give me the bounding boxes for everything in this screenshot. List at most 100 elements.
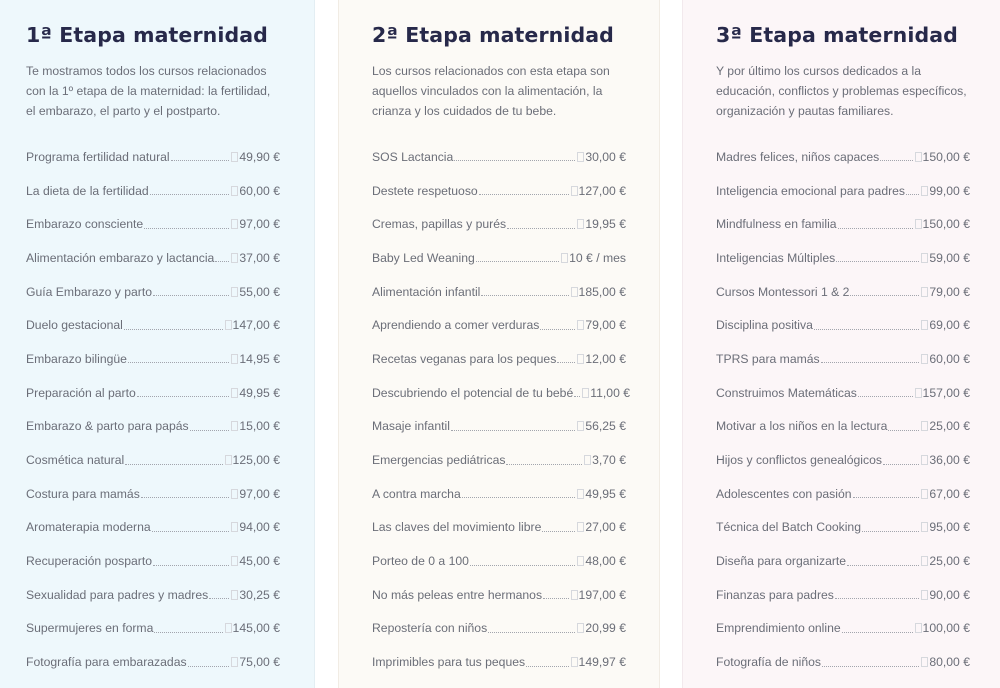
course-name-link[interactable]: Técnica del Batch Cooking xyxy=(716,520,861,535)
course-name-link[interactable]: Finanzas para padres xyxy=(716,587,834,602)
course-item[interactable]: Duelo gestacional 147,00 € xyxy=(26,308,280,342)
course-item[interactable]: Disciplina positiva 69,00 € xyxy=(716,308,970,342)
course-name-link[interactable]: Emergencias pediátricas xyxy=(372,453,506,468)
course-name-link[interactable]: Diseña para organizarte xyxy=(716,554,847,569)
course-item[interactable]: Alimentación infantil 185,00 € xyxy=(372,275,626,309)
course-name-link[interactable]: Las claves del movimiento libre xyxy=(372,520,542,535)
course-name-link[interactable]: Guía Embarazo y parto xyxy=(26,284,152,299)
course-name-link[interactable]: Costura para mamás xyxy=(26,486,140,501)
course-item[interactable]: Sexualidad para padres y madres 30,25 € xyxy=(26,578,280,612)
course-name-link[interactable]: Cosmética natural xyxy=(26,453,125,468)
course-list: SOS Lactancia 30,00 € Destete respetuoso 12… xyxy=(372,140,630,679)
course-name-link[interactable]: Baby Led Weaning xyxy=(372,250,475,265)
course-name-link[interactable]: Destete respetuoso xyxy=(372,183,478,198)
course-name-link[interactable]: Motivar a los niños en la lectura xyxy=(716,419,888,434)
course-item[interactable]: Emprendimiento online 100,00 € xyxy=(716,612,970,646)
course-item[interactable]: Alimentación embarazo y lactancia 37,00 € xyxy=(26,241,280,275)
course-item[interactable]: Recuperación posparto 45,00 € xyxy=(26,544,280,578)
course-name-link[interactable]: Sexualidad para padres y madres xyxy=(26,587,209,602)
course-name-link[interactable]: Cremas, papillas y purés xyxy=(372,217,507,232)
course-name-link[interactable]: Hijos y conflictos genealógicos xyxy=(716,453,882,468)
course-name-link[interactable]: Alimentación embarazo y lactancia xyxy=(26,250,215,265)
course-name-link[interactable]: Recetas veganas para los peques xyxy=(372,351,557,366)
course-item[interactable]: Hijos y conflictos genealógicos 36,00 € xyxy=(716,443,970,477)
dotted-leader xyxy=(488,631,576,633)
course-item[interactable]: Masaje infantil 56,25 € xyxy=(372,410,626,444)
course-item[interactable]: Mindfulness en familia 150,00 € xyxy=(716,207,970,241)
course-item[interactable]: Diseña para organizarte 25,00 € xyxy=(716,544,970,578)
course-name-link[interactable]: Imprimibles para tus peques xyxy=(372,655,526,670)
course-item[interactable]: Repostería con niños 20,99 € xyxy=(372,612,626,646)
course-item[interactable]: La dieta de la fertilidad 60,00 € xyxy=(26,174,280,208)
course-name-link[interactable]: Adolescentes con pasión xyxy=(716,486,852,501)
course-name-link[interactable]: Disciplina positiva xyxy=(716,318,813,333)
course-item[interactable]: Fotografía de niños 80,00 € xyxy=(716,645,970,679)
course-item[interactable]: Adolescentes con pasión 67,00 € xyxy=(716,477,970,511)
course-item[interactable]: Las claves del movimiento libre 27,00 € xyxy=(372,511,626,545)
course-item[interactable]: Fotografía para embarazadas 75,00 € xyxy=(26,645,280,679)
course-name-link[interactable]: Porteo de 0 a 100 xyxy=(372,554,469,569)
course-item[interactable]: Inteligencias Múltiples 59,00 € xyxy=(716,241,970,275)
course-name-link[interactable]: Alimentación infantil xyxy=(372,284,481,299)
course-item[interactable]: Aromaterapia moderna 94,00 € xyxy=(26,511,280,545)
course-name-link[interactable]: Inteligencias Múltiples xyxy=(716,250,836,265)
course-name-link[interactable]: Fotografía de niños xyxy=(716,655,822,670)
course-name-link[interactable]: TPRS para mamás xyxy=(716,351,820,366)
course-name-link[interactable]: La dieta de la fertilidad xyxy=(26,183,149,198)
course-item[interactable]: Cursos Montessori 1 & 2 79,00 € xyxy=(716,275,970,309)
course-name-link[interactable]: No más peleas entre hermanos xyxy=(372,587,543,602)
course-item[interactable]: Madres felices, niños capaces 150,00 € xyxy=(716,140,970,174)
course-name-link[interactable]: Descubriendo el potencial de tu bebé xyxy=(372,385,574,400)
course-item[interactable]: Embarazo bilingüe 14,95 € xyxy=(26,342,280,376)
course-item[interactable]: Porteo de 0 a 100 48,00 € xyxy=(372,544,626,578)
course-name-link[interactable]: Inteligencia emocional para padres xyxy=(716,183,906,198)
stage-column-3: 3ª Etapa maternidad Y por último los cur… xyxy=(682,0,1000,688)
course-item[interactable]: Construimos Matemáticas 157,00 € xyxy=(716,376,970,410)
course-name-link[interactable]: Aprendiendo a comer verduras xyxy=(372,318,540,333)
course-item[interactable]: Embarazo & parto para papás 15,00 € xyxy=(26,410,280,444)
course-item[interactable]: Inteligencia emocional para padres 99,00 … xyxy=(716,174,970,208)
course-item[interactable]: Imprimibles para tus peques 149,97 € xyxy=(372,645,626,679)
course-item[interactable]: Técnica del Batch Cooking 95,00 € xyxy=(716,511,970,545)
course-item[interactable]: No más peleas entre hermanos 197,00 € xyxy=(372,578,626,612)
course-item[interactable]: Baby Led Weaning 10 € / mes xyxy=(372,241,626,275)
course-item[interactable]: Cosmética natural 125,00 € xyxy=(26,443,280,477)
course-name-link[interactable]: Recuperación posparto xyxy=(26,554,153,569)
course-item[interactable]: Supermujeres en forma 145,00 € xyxy=(26,612,280,646)
course-name-link[interactable]: SOS Lactancia xyxy=(372,149,454,164)
course-item[interactable]: Emergencias pediátricas 3,70 € xyxy=(372,443,626,477)
course-item[interactable]: Finanzas para padres 90,00 € xyxy=(716,578,970,612)
course-item[interactable]: SOS Lactancia 30,00 € xyxy=(372,140,626,174)
course-name-link[interactable]: Mindfulness en familia xyxy=(716,217,837,232)
course-name-link[interactable]: Embarazo bilingüe xyxy=(26,351,127,366)
course-name-link[interactable]: A contra marcha xyxy=(372,486,461,501)
course-name-link[interactable]: Duelo gestacional xyxy=(26,318,123,333)
course-name-link[interactable]: Construimos Matemáticas xyxy=(716,385,857,400)
course-item[interactable]: Guía Embarazo y parto 55,00 € xyxy=(26,275,280,309)
course-item[interactable]: Preparación al parto 49,95 € xyxy=(26,376,280,410)
course-item[interactable]: Recetas veganas para los peques 12,00 € xyxy=(372,342,626,376)
course-item[interactable]: Costura para mamás 97,00 € xyxy=(26,477,280,511)
course-item[interactable]: Embarazo consciente 97,00 € xyxy=(26,207,280,241)
course-name-link[interactable]: Emprendimiento online xyxy=(716,621,841,636)
course-name-link[interactable]: Embarazo consciente xyxy=(26,217,144,232)
course-name-link[interactable]: Preparación al parto xyxy=(26,385,136,400)
course-name-link[interactable]: Masaje infantil xyxy=(372,419,450,434)
course-item[interactable]: TPRS para mamás 60,00 € xyxy=(716,342,970,376)
course-item[interactable]: Programa fertilidad natural 49,90 € xyxy=(26,140,280,174)
course-item[interactable]: Cremas, papillas y purés 19,95 € xyxy=(372,207,626,241)
course-name-link[interactable]: Programa fertilidad natural xyxy=(26,149,170,164)
course-item[interactable]: Motivar a los niños en la lectura 25,00 € xyxy=(716,410,970,444)
course-item[interactable]: A contra marcha 49,95 € xyxy=(372,477,626,511)
course-name-link[interactable]: Embarazo & parto para papás xyxy=(26,419,189,434)
course-name-link[interactable]: Cursos Montessori 1 & 2 xyxy=(716,284,850,299)
course-name-link[interactable]: Madres felices, niños capaces xyxy=(716,149,880,164)
course-name-link[interactable]: Aromaterapia moderna xyxy=(26,520,151,535)
course-item[interactable]: Destete respetuoso 127,00 € xyxy=(372,174,626,208)
dotted-leader xyxy=(882,463,920,465)
course-item[interactable]: Aprendiendo a comer verduras 79,00 € xyxy=(372,308,626,342)
course-name-link[interactable]: Fotografía para embarazadas xyxy=(26,655,187,670)
course-name-link[interactable]: Repostería con niños xyxy=(372,621,488,636)
course-name-link[interactable]: Supermujeres en forma xyxy=(26,621,154,636)
course-item[interactable]: Descubriendo el potencial de tu bebé 11,0… xyxy=(372,376,630,410)
